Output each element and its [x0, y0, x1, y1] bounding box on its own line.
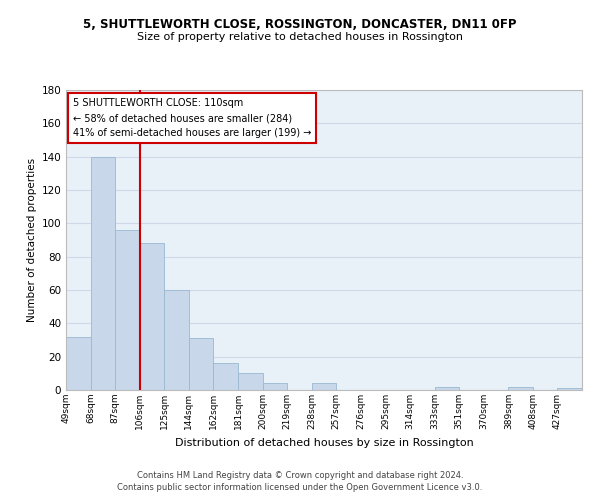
Bar — [140, 244, 164, 390]
Bar — [164, 290, 189, 390]
Bar — [91, 156, 115, 390]
Bar — [214, 364, 238, 390]
Text: Size of property relative to detached houses in Rossington: Size of property relative to detached ho… — [137, 32, 463, 42]
Bar — [189, 338, 214, 390]
Bar — [66, 336, 91, 390]
Text: Contains HM Land Registry data © Crown copyright and database right 2024.: Contains HM Land Registry data © Crown c… — [137, 472, 463, 480]
Bar — [434, 386, 459, 390]
Text: 5, SHUTTLEWORTH CLOSE, ROSSINGTON, DONCASTER, DN11 0FP: 5, SHUTTLEWORTH CLOSE, ROSSINGTON, DONCA… — [83, 18, 517, 30]
Bar — [263, 384, 287, 390]
Bar — [238, 374, 263, 390]
Text: Distribution of detached houses by size in Rossington: Distribution of detached houses by size … — [175, 438, 473, 448]
Bar — [557, 388, 582, 390]
Bar — [312, 384, 336, 390]
Bar — [115, 230, 140, 390]
Y-axis label: Number of detached properties: Number of detached properties — [27, 158, 37, 322]
Text: 5 SHUTTLEWORTH CLOSE: 110sqm
← 58% of detached houses are smaller (284)
41% of s: 5 SHUTTLEWORTH CLOSE: 110sqm ← 58% of de… — [73, 98, 311, 138]
Text: Contains public sector information licensed under the Open Government Licence v3: Contains public sector information licen… — [118, 483, 482, 492]
Bar — [508, 386, 533, 390]
